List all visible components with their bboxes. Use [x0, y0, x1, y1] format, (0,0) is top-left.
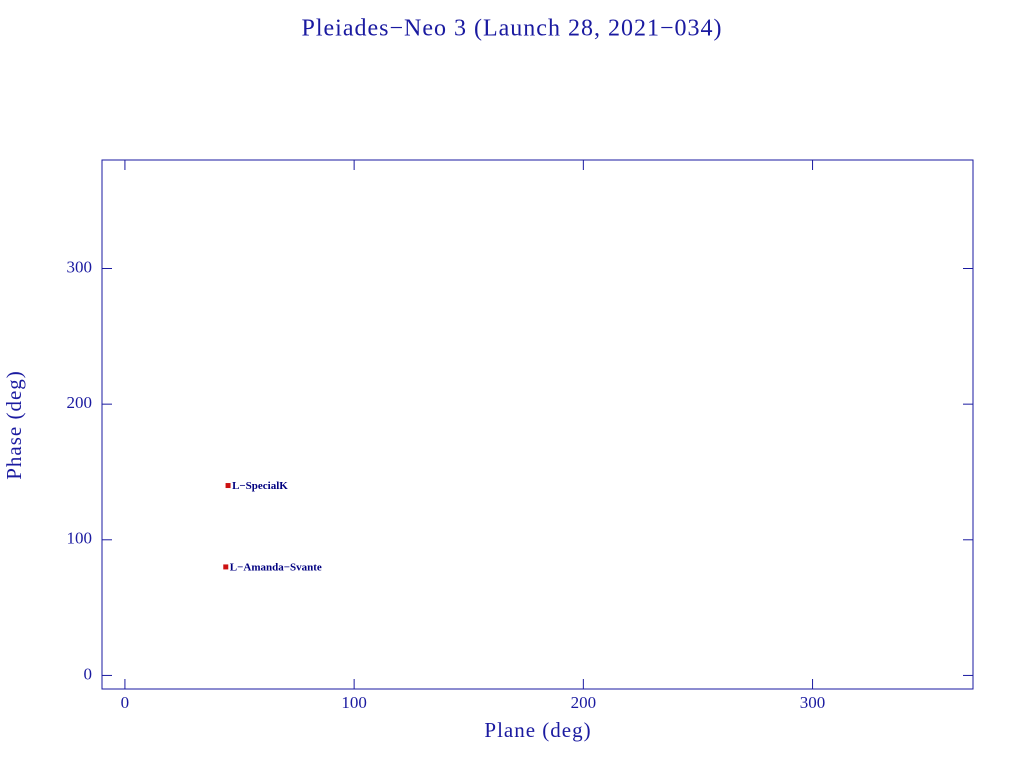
y-tick-label: 100: [67, 529, 93, 548]
x-tick-label: 0: [121, 693, 130, 712]
point-label: L−Amanda−Svante: [230, 561, 322, 573]
point: [225, 483, 231, 489]
x-axis-title: Plane (deg): [484, 718, 591, 742]
x-tick-label: 200: [571, 693, 597, 712]
y-axis-title: Phase (deg): [2, 370, 26, 480]
point: [223, 564, 229, 570]
point-label: L−SpecialK: [232, 480, 288, 492]
plot-frame: [101, 159, 974, 690]
y-tick-label: 200: [67, 393, 93, 412]
y-tick-label: 0: [84, 664, 93, 683]
x-tick-label: 100: [341, 693, 367, 712]
y-tick-label: 300: [67, 257, 93, 276]
chart-title: Pleiades−Neo 3 (Launch 28, 2021−034): [302, 16, 723, 42]
x-tick-label: 300: [800, 693, 826, 712]
